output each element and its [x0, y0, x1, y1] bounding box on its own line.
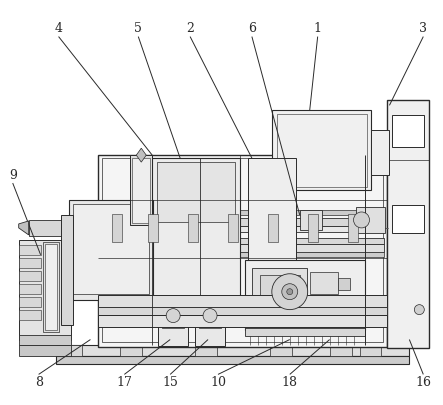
Text: 16: 16 [415, 376, 431, 389]
Bar [19, 258, 41, 268]
Bar [19, 240, 70, 339]
Circle shape [354, 212, 369, 228]
Bar [102, 158, 384, 341]
Text: 15: 15 [162, 376, 178, 389]
Bar [245, 260, 365, 330]
Text: 8: 8 [35, 376, 43, 389]
Bar [45, 244, 57, 330]
Bar [157, 162, 235, 222]
Bar [19, 284, 41, 294]
Bar [162, 300, 184, 328]
Bar [19, 271, 41, 281]
Bar [73, 204, 149, 294]
Text: 2: 2 [186, 22, 194, 35]
Bar [392, 205, 424, 233]
Bar [356, 207, 385, 233]
Bar [268, 214, 278, 242]
Bar [132, 158, 150, 223]
Bar [98, 295, 388, 307]
Bar [105, 218, 385, 226]
Bar [69, 200, 153, 300]
Bar [130, 155, 152, 225]
Polygon shape [19, 221, 29, 235]
Bar [360, 345, 381, 356]
Bar [310, 272, 338, 294]
Bar [148, 214, 158, 242]
Text: 9: 9 [9, 168, 17, 181]
Bar [19, 245, 41, 255]
Bar [61, 215, 73, 324]
Text: 1: 1 [314, 22, 322, 35]
Text: 3: 3 [420, 22, 427, 35]
Bar [55, 356, 409, 364]
Bar [228, 214, 238, 242]
Circle shape [166, 309, 180, 323]
Bar [29, 220, 70, 236]
Bar [372, 130, 389, 175]
Bar [19, 335, 70, 345]
Bar [120, 345, 142, 356]
Text: 4: 4 [54, 22, 62, 35]
Bar [152, 158, 240, 296]
Bar [105, 226, 385, 232]
Circle shape [272, 274, 308, 310]
Bar [245, 328, 365, 335]
Bar [388, 100, 429, 347]
Text: 5: 5 [134, 22, 142, 35]
Bar [252, 268, 307, 315]
Bar [260, 275, 300, 307]
Bar [199, 300, 221, 328]
Bar [392, 115, 424, 147]
Bar [61, 345, 82, 356]
Bar [105, 238, 385, 244]
Bar [43, 242, 58, 332]
Bar [98, 155, 388, 347]
Bar [98, 307, 388, 315]
Text: 10: 10 [210, 376, 226, 389]
Bar [113, 214, 122, 242]
Bar [98, 315, 388, 326]
Bar [55, 345, 409, 356]
Circle shape [203, 309, 217, 323]
Bar [300, 210, 322, 230]
Bar [270, 345, 292, 356]
Circle shape [287, 289, 293, 295]
Bar [348, 214, 358, 242]
Bar [105, 252, 385, 257]
Bar [308, 214, 318, 242]
Bar [19, 310, 41, 320]
Circle shape [282, 284, 298, 300]
Bar [19, 297, 41, 307]
Text: 17: 17 [117, 376, 132, 389]
Circle shape [414, 305, 424, 315]
Bar [195, 296, 225, 345]
Bar [272, 110, 372, 190]
Bar [195, 345, 217, 356]
Text: 18: 18 [282, 376, 298, 389]
Bar [158, 296, 188, 345]
Bar [248, 158, 296, 296]
Bar [338, 278, 350, 290]
Bar [188, 214, 198, 242]
Bar [105, 210, 385, 215]
Bar [105, 244, 385, 252]
Bar [19, 345, 70, 356]
Polygon shape [136, 148, 146, 162]
Bar [277, 114, 366, 187]
Text: 6: 6 [248, 22, 256, 35]
Bar [330, 345, 352, 356]
